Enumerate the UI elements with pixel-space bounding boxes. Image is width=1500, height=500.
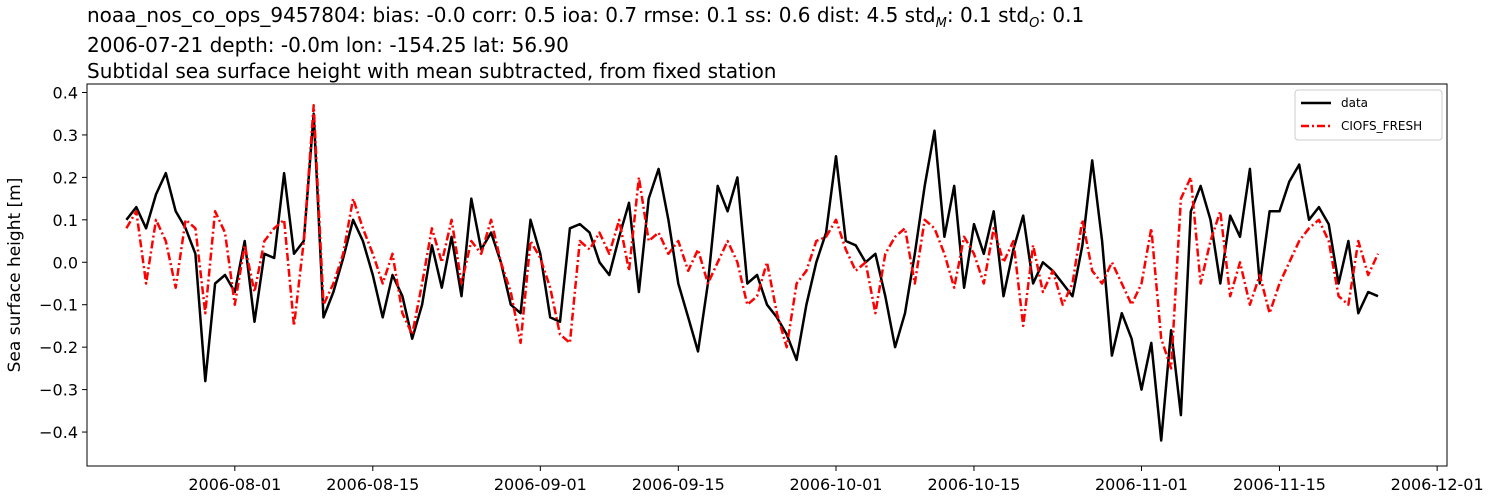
chart-station-info: 2006-07-21 depth: -0.0m lon: -154.25 lat…	[87, 33, 569, 57]
metrics-text: noaa_nos_co_ops_9457804: bias: -0.0 corr…	[87, 3, 936, 27]
y-tick-label: −0.4	[39, 423, 78, 442]
x-tick-label: 2006-08-15	[326, 475, 419, 494]
chart-title: Subtidal sea surface height with mean su…	[87, 59, 777, 83]
std-o-value: : 0.1	[1039, 3, 1085, 27]
x-tick-label: 2006-12-01	[1391, 475, 1484, 494]
y-tick-label: 0.0	[53, 253, 78, 272]
x-tick-label: 2006-10-15	[927, 475, 1020, 494]
y-tick-label: −0.1	[39, 296, 78, 315]
x-tick-label: 2006-09-01	[494, 475, 587, 494]
legend: data CIOFS_FRESH	[1294, 89, 1443, 141]
std-m-subscript: M	[935, 16, 947, 31]
x-tick-label: 2006-08-01	[188, 475, 281, 494]
legend-box	[1294, 89, 1443, 141]
y-tick-label: 0.2	[53, 168, 78, 187]
series-line-ciofs-fresh	[125, 103, 1380, 370]
legend-label-data: data	[1341, 96, 1368, 110]
x-tick-label: 2006-10-01	[789, 475, 882, 494]
x-tick-label: 2006-11-01	[1095, 475, 1188, 494]
y-tick-label: −0.2	[39, 338, 78, 357]
y-axis-title: Sea surface height [m]	[5, 178, 25, 373]
chart-metrics-title: noaa_nos_co_ops_9457804: bias: -0.0 corr…	[87, 3, 1084, 31]
series-line-data	[125, 112, 1379, 442]
std-o-subscript: O	[1029, 16, 1040, 31]
axis-ticks: 2006-08-01 2006-08-15 2006-09-01 2006-09-15…	[39, 83, 1483, 494]
x-tick-label: 2006-09-15	[632, 475, 725, 494]
legend-label-ciofs-fresh: CIOFS_FRESH	[1341, 119, 1422, 133]
y-tick-label: 0.4	[53, 83, 78, 102]
std-m-value: : 0.1 std	[946, 3, 1030, 27]
y-tick-label: 0.3	[53, 126, 78, 145]
series-layer	[125, 103, 1380, 442]
x-tick-label: 2006-11-15	[1233, 475, 1326, 494]
y-tick-label: 0.1	[53, 211, 78, 230]
y-tick-label: −0.3	[39, 381, 78, 400]
